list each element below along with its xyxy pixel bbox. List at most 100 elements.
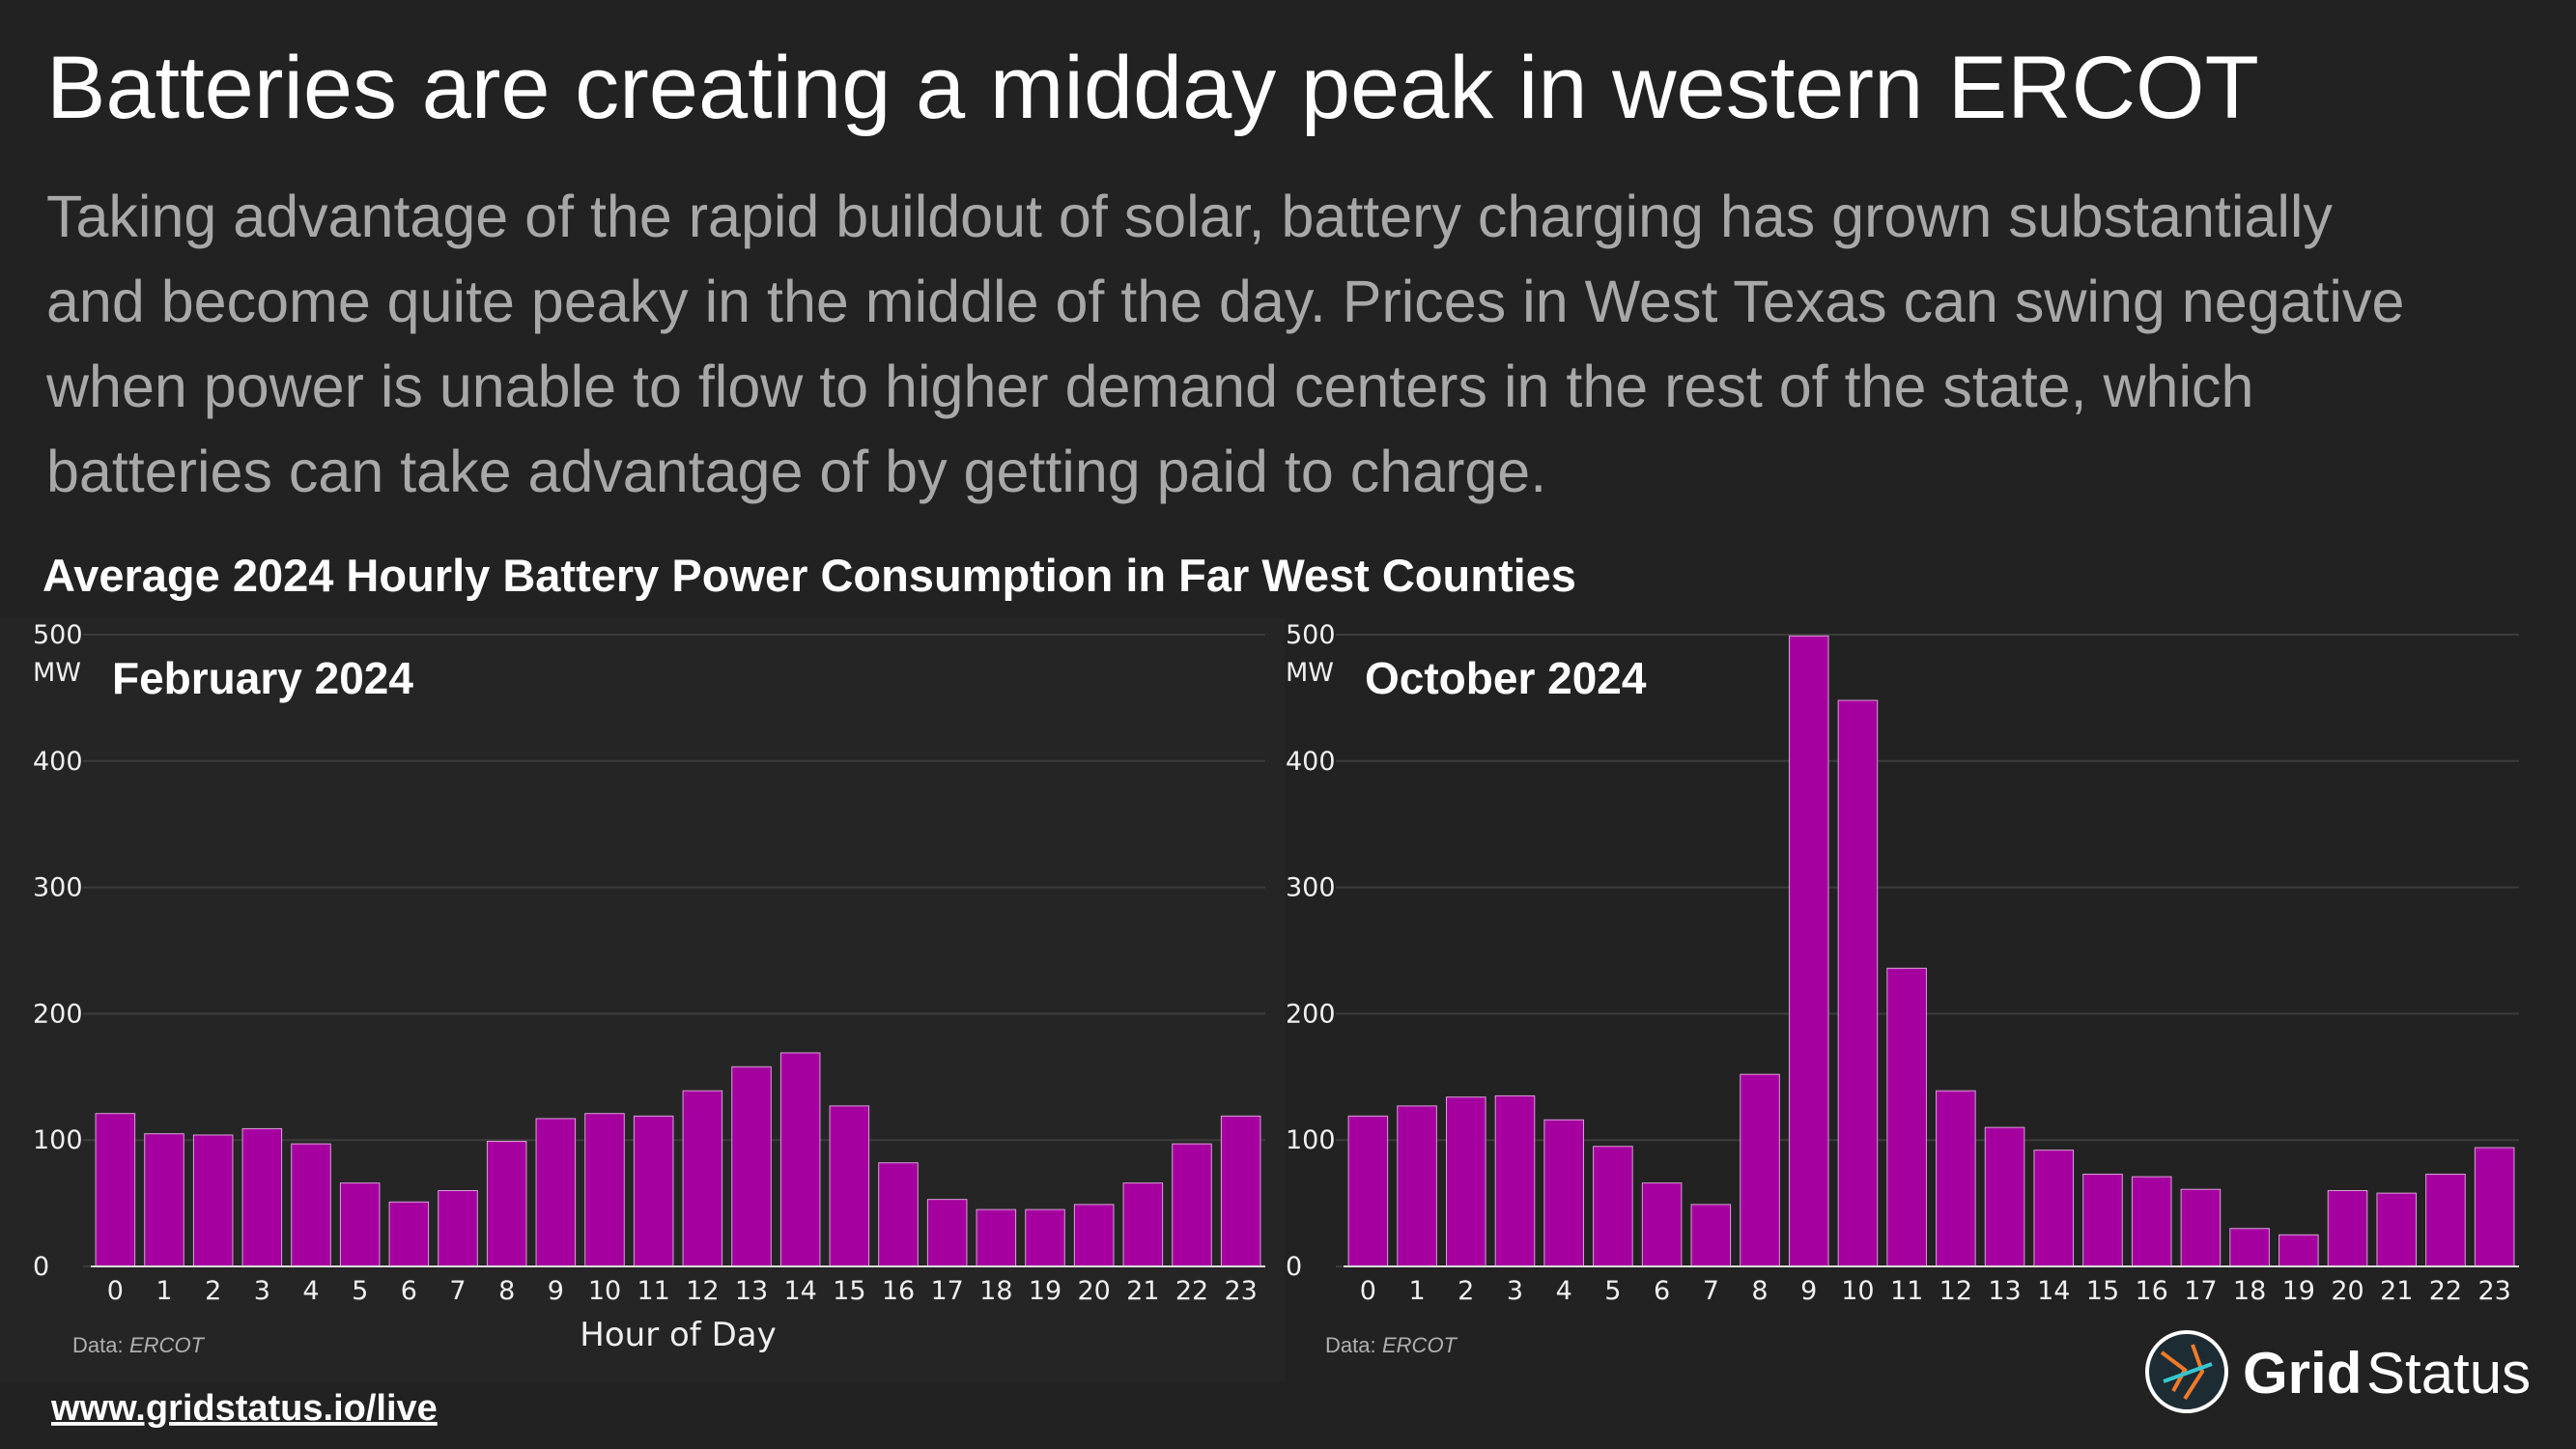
y-tick-label: 200 (1286, 999, 1336, 1029)
y-unit: MW (33, 658, 81, 688)
bar (1220, 1115, 1261, 1267)
x-tick-label: 16 (2136, 1276, 2168, 1306)
x-tick-label: 21 (2380, 1276, 2413, 1306)
x-tick-label: 13 (1988, 1276, 2021, 1306)
y-tick-label: 200 (33, 999, 83, 1029)
x-tick-label: 12 (686, 1276, 719, 1306)
bar (2033, 1150, 2075, 1267)
y-tick-label: 0 (33, 1252, 49, 1282)
x-tick-label: 10 (588, 1276, 621, 1306)
bar (1740, 1073, 1780, 1267)
y-tick-label: 500 (33, 620, 83, 650)
bar (339, 1182, 381, 1267)
y-tick-label: 100 (1286, 1125, 1336, 1155)
bar (1073, 1204, 1115, 1267)
bar (1984, 1126, 2025, 1267)
logo-icon-lines (2160, 1344, 2205, 1401)
logo: Grid Status (2145, 1330, 2531, 1413)
x-tick-label: 14 (783, 1276, 816, 1306)
x-tick-label: 18 (2233, 1276, 2266, 1306)
logo-icon-lines (2163, 1362, 2213, 1383)
bar (2376, 1192, 2418, 1267)
y-tick-label: 500 (1286, 620, 1336, 650)
bar (1936, 1090, 1976, 1267)
bar (1543, 1119, 1584, 1267)
bar (584, 1113, 625, 1267)
bar (779, 1052, 821, 1267)
bar (633, 1115, 674, 1267)
x-tick-label: 0 (107, 1276, 124, 1306)
bar (535, 1118, 577, 1267)
bar (1347, 1115, 1389, 1267)
source: ERCOT (129, 1333, 206, 1357)
bar (829, 1105, 870, 1267)
logo-text: Grid (2243, 1341, 2362, 1406)
x-tick-label: 16 (882, 1276, 915, 1306)
bar (192, 1134, 234, 1267)
bar (2279, 1234, 2319, 1267)
x-tick-label: 4 (1556, 1276, 1572, 1306)
x-tick-label: 15 (833, 1276, 865, 1306)
x-tick-label: 2 (205, 1276, 221, 1306)
y-tick-label: 300 (1286, 873, 1336, 903)
x-tick-label: 8 (1751, 1276, 1768, 1306)
bar (1641, 1182, 1683, 1267)
bar (2082, 1174, 2123, 1267)
x-tick-label: 11 (637, 1276, 669, 1306)
x-tick-label: 9 (548, 1276, 564, 1306)
bar (388, 1201, 430, 1267)
subtitle: Taking advantage of the rapid buildout o… (45, 184, 2404, 504)
x-tick-label: 11 (1890, 1276, 1923, 1306)
y-tick-label: 400 (1286, 747, 1336, 777)
x-tick-label: 19 (1029, 1276, 1062, 1306)
x-tick-label: 23 (2477, 1276, 2510, 1306)
title: Batteries are creating a midday peak in … (46, 39, 2259, 137)
bar (438, 1190, 478, 1267)
x-tick-label: 15 (2086, 1276, 2119, 1306)
bar (291, 1143, 331, 1267)
x-tick-label: 23 (1224, 1276, 1257, 1306)
x-tick-label: 20 (1077, 1276, 1110, 1306)
x-tick-label: 17 (2184, 1276, 2217, 1306)
x-tick-label: 14 (2037, 1276, 2070, 1306)
subtitle-line: batteries can take advantage of by getti… (46, 439, 1546, 504)
bar (1172, 1143, 1212, 1267)
bar (731, 1065, 772, 1267)
x-tick-label: 17 (930, 1276, 963, 1306)
bar (1397, 1105, 1437, 1267)
bar (95, 1113, 136, 1267)
x-tick-label: 19 (2282, 1276, 2315, 1306)
x-tick-label: 0 (1360, 1276, 1376, 1306)
source-label: Data: (72, 1333, 124, 1357)
x-tick-label: 22 (2429, 1276, 2462, 1306)
bar (144, 1133, 184, 1267)
x-tick-label: 5 (1604, 1276, 1621, 1306)
bar (1494, 1094, 1536, 1267)
x-tick-label: 4 (302, 1276, 319, 1306)
bar (486, 1141, 527, 1267)
logo-text: Status (2366, 1341, 2531, 1406)
subplot-title: October 2024 (1365, 653, 1647, 703)
x-tick-label: 10 (1841, 1276, 1874, 1306)
x-tick-label: 6 (1654, 1276, 1670, 1306)
bar (976, 1208, 1017, 1267)
x-tick-label: 3 (1507, 1276, 1523, 1306)
x-tick-label: 13 (735, 1276, 768, 1306)
x-tick-label: 12 (1939, 1276, 1972, 1306)
y-unit: MW (1286, 658, 1334, 688)
bar (2131, 1176, 2172, 1267)
x-tick-label: 1 (156, 1276, 172, 1306)
x-tick-label: 3 (254, 1276, 270, 1306)
bar (1886, 967, 1927, 1267)
y-tick-label: 300 (33, 873, 83, 903)
bar (926, 1199, 968, 1267)
x-tick-label: 5 (352, 1276, 368, 1306)
y-tick-label: 400 (33, 747, 83, 777)
subtitle-line: Taking advantage of the rapid buildout o… (46, 184, 2333, 249)
bar (682, 1090, 723, 1267)
url[interactable]: www.gridstatus.io/live (50, 1388, 438, 1429)
chart-heading: Average 2024 Hourly Battery Power Consum… (42, 550, 1576, 601)
